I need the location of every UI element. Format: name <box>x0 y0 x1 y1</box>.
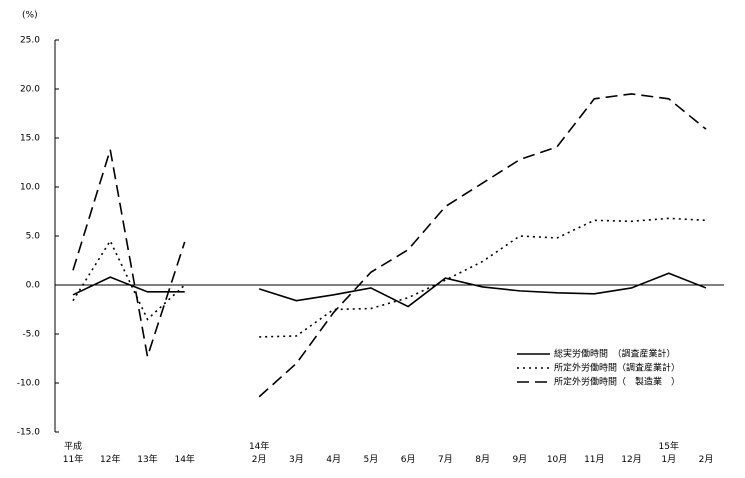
x-tick-label: 6月 <box>401 454 416 465</box>
y-tick-label: 10.0 <box>20 183 40 193</box>
y-tick-label: 5.0 <box>26 232 41 242</box>
x-tick-label: 7月 <box>438 454 453 465</box>
x-tick-label: 9月 <box>512 454 527 465</box>
y-tick-label: 20.0 <box>20 85 40 95</box>
x-tick-label: 13年 <box>137 453 157 465</box>
x-tick-label: 2月 <box>699 454 714 465</box>
y-tick-label: 25.0 <box>20 36 40 46</box>
series-line <box>72 93 707 398</box>
x-tick-label: 14年 2月 <box>249 440 269 465</box>
x-tick-label: 3月 <box>289 454 304 465</box>
x-tick-label: 14年 <box>174 453 194 465</box>
x-tick-label: 12年 <box>100 453 120 465</box>
y-tick-label: 15.0 <box>20 134 40 144</box>
legend-label: 総実労働時間 （調査産業計） <box>554 348 676 360</box>
y-tick-label: -10.0 <box>17 379 41 389</box>
series-line <box>72 272 707 308</box>
x-tick-label: 4月 <box>326 454 341 465</box>
y-tick-label: -5.0 <box>22 330 40 340</box>
x-tick-label: 12月 <box>621 454 641 465</box>
legend-label: 所定外労働時間（ 製造業 ） <box>554 376 680 388</box>
y-axis-label: (%) <box>22 11 38 21</box>
x-tick-label: 平成 11年 <box>63 440 83 465</box>
y-tick-label: -15.0 <box>17 428 41 438</box>
x-tick-label: 5月 <box>364 454 379 465</box>
x-tick-label: 8月 <box>475 454 490 465</box>
x-tick-label: 15年 1月 <box>659 440 679 465</box>
series-line <box>72 217 707 338</box>
x-tick-label: 11月 <box>584 454 604 465</box>
x-tick-label: 10月 <box>547 454 567 465</box>
legend-label: 所定外労働時間（調査産業計） <box>554 362 680 374</box>
y-tick-label: 0.0 <box>26 281 41 291</box>
